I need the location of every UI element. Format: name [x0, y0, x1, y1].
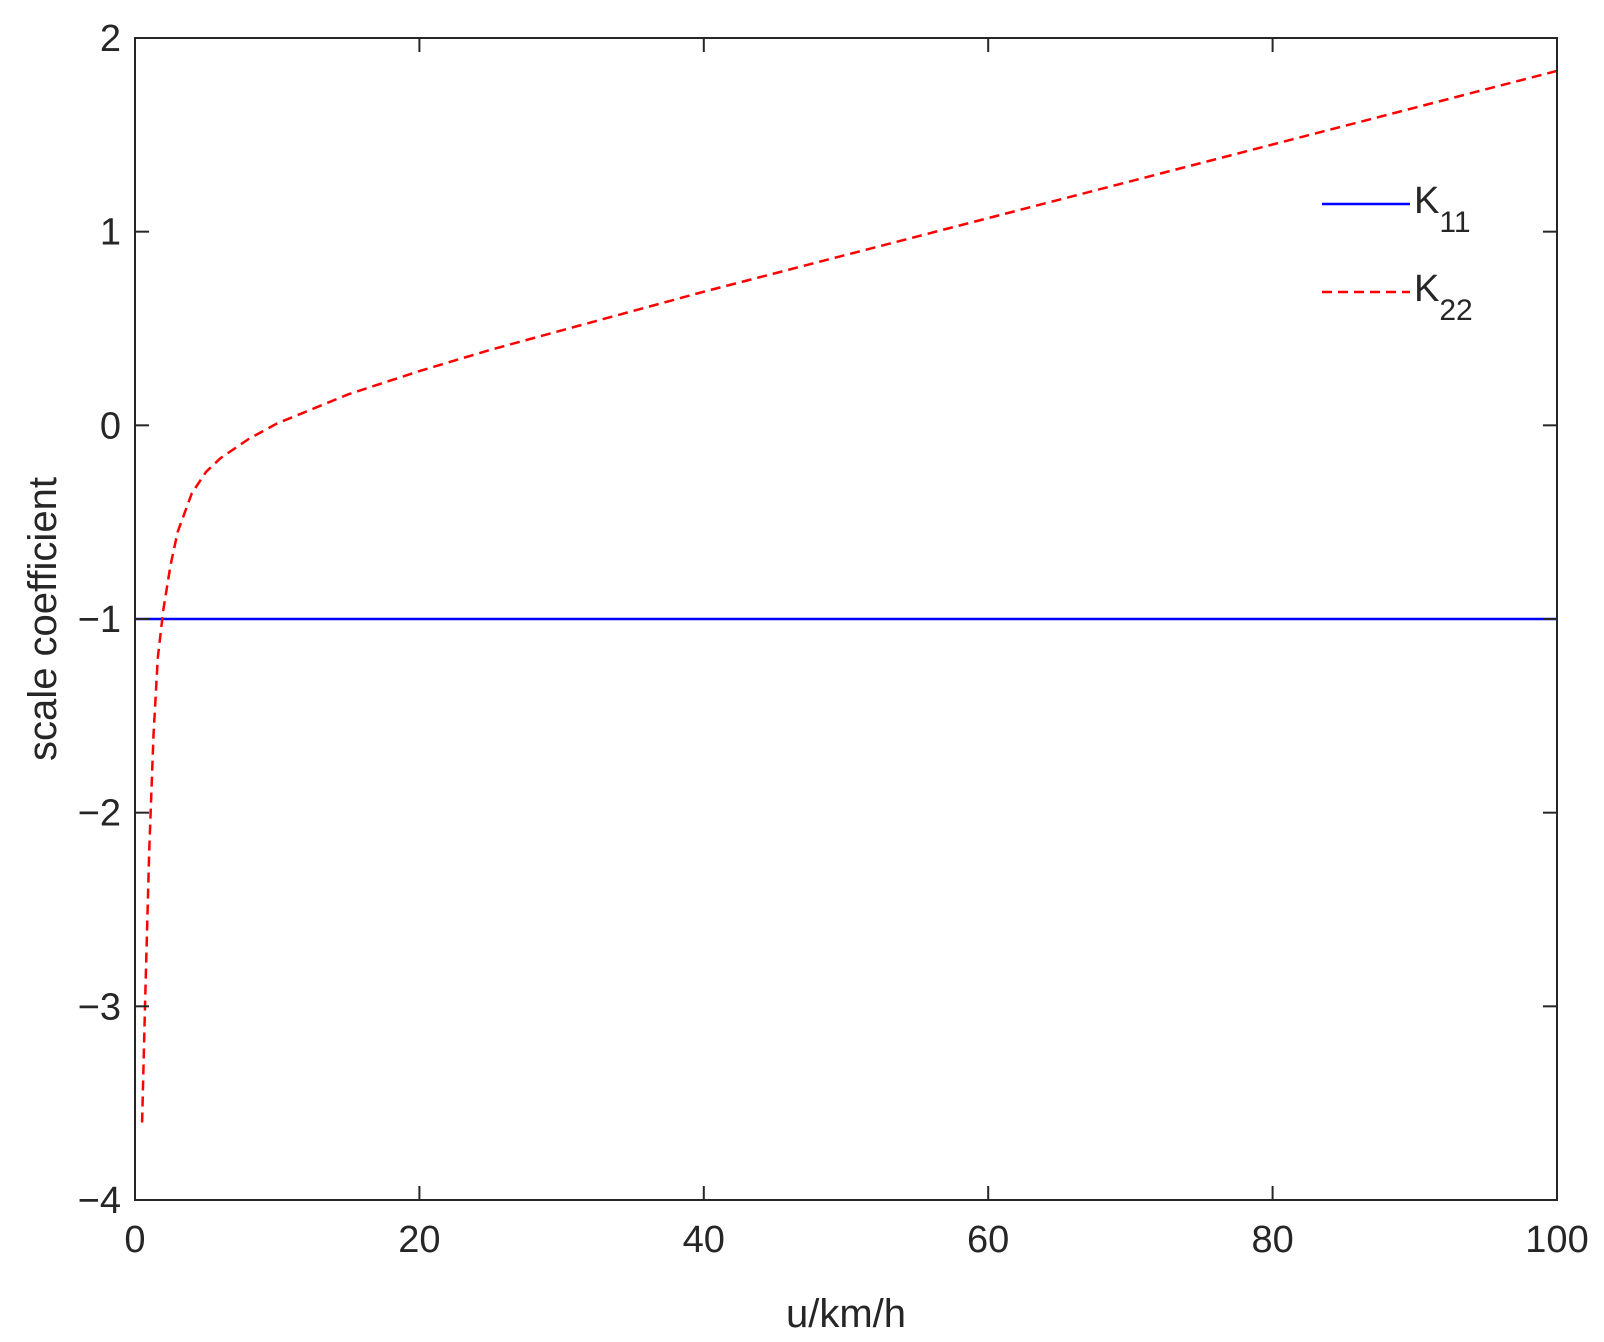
x-tick-label: 40	[683, 1219, 725, 1261]
series-lines	[135, 69, 1558, 1123]
legend-label-k22: K22	[1414, 268, 1473, 327]
x-tick-label: 60	[967, 1219, 1009, 1261]
y-axis-label: scale coefficient	[21, 477, 65, 761]
y-tick-label: 0	[100, 405, 121, 447]
axis-ticks	[134, 37, 1558, 1201]
y-tick-label: −2	[78, 793, 121, 835]
x-tick-label: 100	[1525, 1219, 1588, 1261]
x-tick-label: 20	[398, 1219, 440, 1261]
tick-labels: 0 20 40 60 80 100 −4 −3 −2 −1 0 1 2	[78, 18, 1589, 1261]
y-tick-label: −4	[78, 1180, 121, 1222]
x-axis-label: u/km/h	[786, 1292, 906, 1336]
x-tick-label: 80	[1251, 1219, 1293, 1261]
y-tick-label: 1	[100, 212, 121, 254]
y-tick-label: −1	[78, 599, 121, 641]
y-tick-label: −3	[78, 986, 121, 1028]
series-line-k22	[140, 69, 1558, 1123]
y-tick-label: 2	[100, 18, 121, 60]
legend-label-k11: K11	[1414, 180, 1471, 239]
x-tick-label: 0	[124, 1219, 145, 1261]
